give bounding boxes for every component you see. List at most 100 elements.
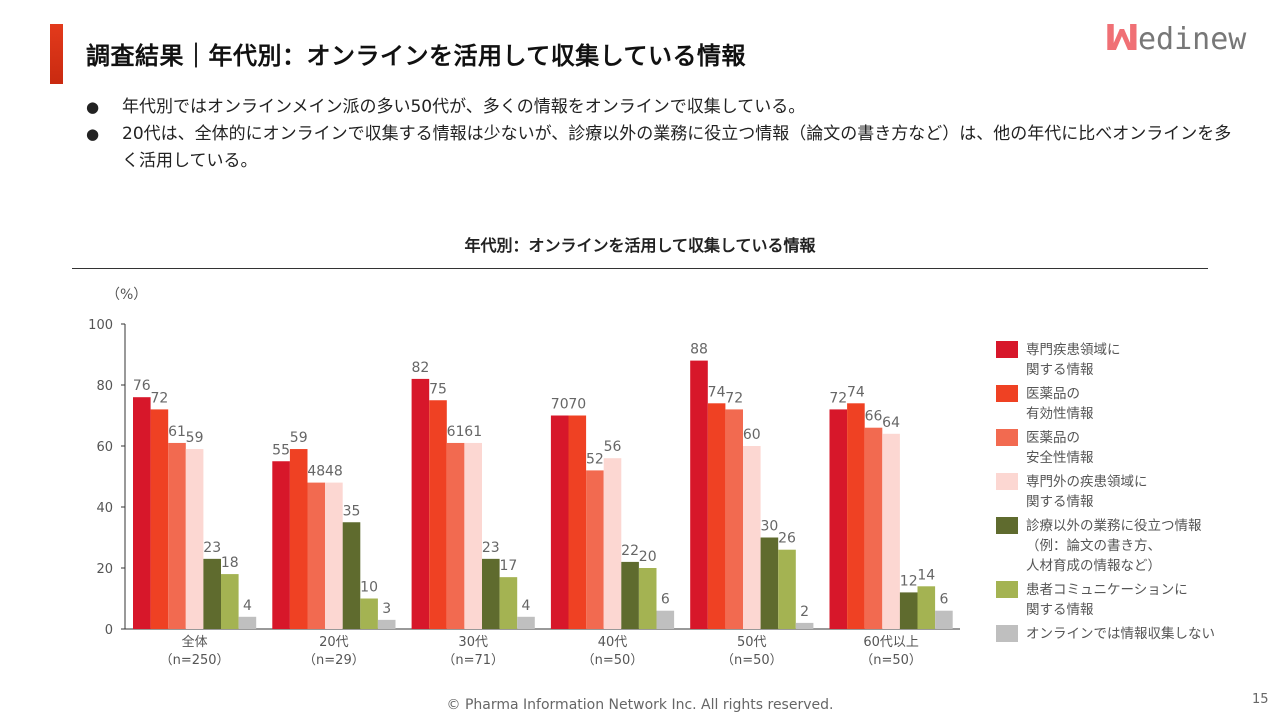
data-label: 4 <box>522 598 531 614</box>
bar <box>743 446 761 629</box>
legend-swatch <box>996 581 1018 598</box>
bar <box>289 449 308 629</box>
bar <box>778 549 796 629</box>
chart-title-divider <box>72 268 1208 269</box>
legend-swatch <box>996 429 1018 446</box>
legend-label: 医薬品の 有効性情報 <box>1026 386 1094 422</box>
data-label: 23 <box>203 540 221 556</box>
data-label: 2 <box>800 604 809 620</box>
y-tick-label: 0 <box>105 623 113 638</box>
bar <box>342 522 361 629</box>
legend-swatch <box>996 473 1018 490</box>
bar <box>360 598 378 629</box>
data-label: 72 <box>829 390 847 406</box>
y-tick-label: 40 <box>96 501 113 516</box>
x-tick-label: 40代 <box>598 635 628 650</box>
data-label: 72 <box>150 390 168 406</box>
data-label: 30 <box>760 519 778 535</box>
legend-swatch <box>996 385 1018 402</box>
data-label: 14 <box>917 567 935 583</box>
x-tick-label: （n=250） <box>160 653 230 668</box>
data-label: 35 <box>343 503 361 519</box>
bar <box>377 619 396 629</box>
data-label: 76 <box>133 378 151 394</box>
bar <box>586 470 604 629</box>
bar <box>656 610 675 629</box>
legend-item: 専門疾患領域に 関する情報 <box>996 340 1215 380</box>
y-tick-label: 100 <box>88 318 113 333</box>
data-label: 61 <box>168 424 186 440</box>
bar <box>725 409 743 629</box>
data-label: 70 <box>551 397 569 413</box>
y-tick-label: 60 <box>96 440 113 455</box>
data-label: 4 <box>243 598 252 614</box>
bar <box>221 574 239 629</box>
bar <box>568 415 587 629</box>
data-label: 72 <box>725 390 743 406</box>
bar <box>464 442 482 629</box>
bar <box>621 561 639 629</box>
data-label: 56 <box>604 439 622 455</box>
bar <box>899 592 918 629</box>
legend-item: 専門外の疾患領域に 関する情報 <box>996 472 1215 512</box>
x-tick-label: 30代 <box>458 635 488 650</box>
data-label: 12 <box>900 573 918 589</box>
bar <box>760 537 779 629</box>
x-tick-label: 50代 <box>737 635 767 650</box>
bar <box>133 397 151 629</box>
data-label: 22 <box>621 543 639 559</box>
bar <box>517 616 535 629</box>
bar <box>429 400 447 629</box>
data-label: 52 <box>586 451 604 467</box>
bar <box>550 415 569 629</box>
bar <box>795 622 814 629</box>
data-label: 70 <box>568 397 586 413</box>
bar <box>935 610 953 629</box>
bar <box>272 461 290 629</box>
data-label: 66 <box>865 409 883 425</box>
data-label: 55 <box>272 442 290 458</box>
y-axis-unit: （%） <box>106 287 148 303</box>
data-label: 88 <box>690 342 708 358</box>
data-label: 48 <box>307 464 325 480</box>
legend-label: 診療以外の業務に役立つ情報 （例：論文の書き方、 人材育成の情報など） <box>1026 518 1202 574</box>
x-tick-label: （n=50） <box>860 653 922 668</box>
legend-label: 医薬品の 安全性情報 <box>1026 430 1094 466</box>
x-tick-label: 20代 <box>319 635 349 650</box>
data-label: 6 <box>661 592 670 608</box>
data-label: 61 <box>464 424 482 440</box>
page-number: 15 <box>1252 692 1269 707</box>
data-label: 59 <box>186 430 204 446</box>
legend-swatch <box>996 341 1018 358</box>
data-label: 6 <box>939 592 948 608</box>
data-label: 23 <box>482 540 500 556</box>
legend-label: 患者コミュニケーションに 関する情報 <box>1026 582 1188 618</box>
bar <box>864 427 883 629</box>
data-label: 26 <box>778 531 796 547</box>
chart-title: 年代別：オンラインを活用して収集している情報 <box>464 236 816 255</box>
page-title: 調査結果｜年代別：オンラインを活用して収集している情報 <box>86 42 747 70</box>
bullet-item: 20代は、全体的にオンラインで収集する情報は少ないが、診療以外の業務に役立つ情報… <box>86 121 1236 175</box>
bar <box>499 577 518 629</box>
legend-swatch <box>996 625 1018 642</box>
medinew-logo: ꟽ edinew <box>1104 18 1247 59</box>
x-tick-label: （n=71） <box>442 653 504 668</box>
data-label: 17 <box>499 558 517 574</box>
data-label: 20 <box>639 549 657 565</box>
bar <box>446 442 465 629</box>
bar <box>411 378 430 629</box>
y-tick-label: 80 <box>96 379 113 394</box>
data-label: 61 <box>447 424 465 440</box>
bar <box>603 458 622 629</box>
chart-legend: 専門疾患領域に 関する情報医薬品の 有効性情報 医薬品の 安全性情報専門外の疾患領域に関… <box>996 340 1215 648</box>
data-label: 60 <box>743 427 761 443</box>
x-tick-label: （n=50） <box>721 653 783 668</box>
legend-item: 患者コミュニケーションに 関する情報 <box>996 580 1215 620</box>
legend-swatch <box>996 517 1018 534</box>
data-label: 18 <box>221 555 239 571</box>
data-label: 59 <box>290 430 308 446</box>
bar <box>482 558 500 629</box>
bar <box>882 433 900 629</box>
